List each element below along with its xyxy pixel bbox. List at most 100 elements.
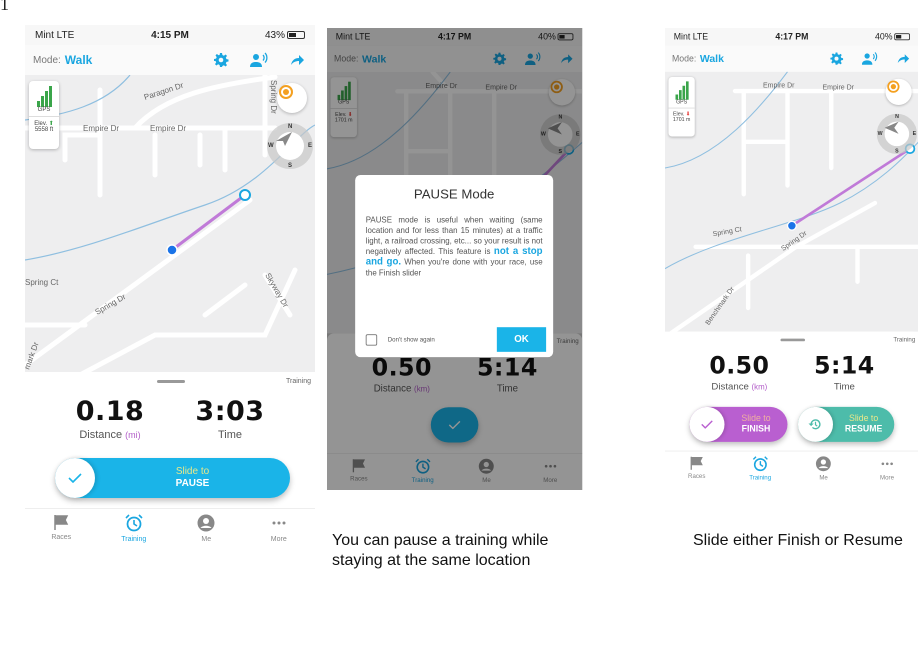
tab-me[interactable]: Me	[455, 454, 519, 490]
tab-training[interactable]: Training	[98, 509, 171, 550]
slider-knob[interactable]	[798, 406, 833, 442]
status-bar: Mint LTE 4:15 PM 43%	[25, 25, 315, 45]
share-icon[interactable]	[287, 50, 307, 70]
distance-stat: 0.50 Distance (km)	[349, 354, 455, 394]
dont-show-again-checkbox[interactable]	[365, 333, 378, 346]
elevation-label: Elev.	[673, 112, 685, 118]
activity-type: Training	[893, 336, 916, 343]
distance-value: 0.50	[371, 354, 432, 382]
tab-training[interactable]: Training	[728, 452, 791, 488]
gear-icon[interactable]	[211, 50, 231, 70]
locate-button[interactable]	[548, 79, 576, 106]
gear-icon[interactable]	[828, 50, 846, 68]
caption-finish-resume: Slide either Finish or Resume	[693, 532, 903, 549]
tab-bar: Races Training Me More	[327, 453, 583, 490]
pause-slider[interactable]: Slide to PAUSE	[55, 458, 290, 498]
time-label: Time	[217, 429, 243, 441]
voice-coach-icon[interactable]	[249, 50, 269, 70]
alarm-clock-icon	[752, 456, 768, 472]
locate-button[interactable]	[277, 83, 307, 113]
distance-stat: 0.50 Distance (km)	[687, 353, 792, 392]
more-dots-icon	[544, 464, 557, 468]
finish-slider[interactable]: Slide to FINISH	[689, 406, 788, 442]
tab-races[interactable]: Races	[665, 452, 728, 488]
slider-knob[interactable]	[689, 406, 725, 442]
road-label: Empire Dr	[823, 84, 855, 91]
person-icon	[816, 456, 832, 472]
elevation-value: 1701 m	[334, 117, 353, 124]
mode-label: Mode:	[672, 53, 697, 64]
dialog-body: PAUSE mode is useful when waiting (same …	[365, 215, 543, 278]
mode-label: Mode:	[334, 53, 359, 64]
compass-arrow-icon	[884, 121, 899, 134]
slider-action: FINISH	[741, 424, 771, 434]
dialog-highlight: not a stop and go.	[365, 246, 543, 268]
distance-value: 0.18	[75, 396, 145, 427]
time-stat: 5:14 Time	[792, 353, 897, 392]
mode-value[interactable]: Walk	[362, 52, 387, 65]
share-icon[interactable]	[558, 50, 576, 68]
tab-more[interactable]: More	[855, 452, 918, 488]
road-label: Spring Ct	[712, 226, 742, 238]
tab-races[interactable]: Races	[25, 509, 98, 550]
map-canvas: Empire Dr Empire Dr Spring Ct Spring Dr …	[665, 71, 918, 332]
distance-unit: (km)	[414, 384, 430, 394]
person-icon	[197, 514, 215, 532]
drag-handle[interactable]	[157, 380, 185, 383]
locate-button[interactable]	[885, 78, 912, 105]
ok-button[interactable]: OK	[496, 327, 547, 352]
time-label: Time	[833, 381, 855, 393]
drag-handle[interactable]	[780, 338, 805, 342]
resume-slider[interactable]: Slide to RESUME	[798, 406, 895, 442]
target-icon	[550, 80, 563, 94]
slider-knob[interactable]	[55, 458, 95, 498]
tab-me[interactable]: Me	[170, 509, 243, 550]
clock: 4:17 PM	[775, 31, 809, 42]
history-restore-icon	[808, 419, 821, 430]
flag-icon	[690, 456, 704, 470]
mode-value[interactable]: Walk	[64, 53, 93, 67]
voice-coach-icon[interactable]	[861, 50, 879, 68]
status-bar: Mint LTE 4:17 PM 40%	[665, 28, 918, 46]
map-view[interactable]: Empire Dr Empire Dr Spring Ct Spring Dr …	[665, 71, 918, 332]
figure-number: 1	[0, 0, 9, 14]
mode-value[interactable]: Walk	[699, 52, 724, 65]
distance-label: Distance	[711, 381, 749, 393]
voice-coach-icon[interactable]	[524, 50, 542, 68]
distance-label: Distance	[79, 429, 123, 441]
road-label: Empire Dr	[485, 85, 517, 92]
battery-percent: 43%	[264, 29, 285, 41]
carrier: Mint LTE	[335, 31, 371, 42]
tab-me[interactable]: Me	[792, 452, 855, 488]
road-label: Spring Ct	[25, 278, 59, 287]
map-canvas: Paragon Dr Empire Dr Empire Dr Spring Dr…	[25, 75, 315, 372]
tab-more[interactable]: More	[518, 454, 582, 490]
flag-icon	[54, 515, 69, 530]
map-view[interactable]: Paragon Dr Empire Dr Empire Dr Spring Dr…	[25, 75, 315, 372]
compass-arrow-icon	[547, 122, 562, 135]
compass-arrow-icon	[276, 132, 292, 146]
distance-unit: (km)	[751, 382, 768, 392]
arrow-down-icon: ⬇	[347, 112, 353, 118]
slider-action: RESUME	[844, 424, 883, 434]
dont-show-again-label[interactable]: Don't show again	[387, 336, 435, 343]
road-label: Empire Dr	[83, 124, 119, 133]
elevation-value: 1701 m	[672, 117, 691, 123]
target-icon	[887, 80, 900, 93]
gear-icon[interactable]	[491, 50, 509, 68]
alarm-clock-icon	[125, 514, 143, 532]
tab-races[interactable]: Races	[327, 454, 391, 490]
phone-screen-active: Mint LTE 4:15 PM 43% Mode: Walk Paragon …	[25, 25, 315, 550]
current-position-marker	[786, 220, 797, 231]
gps-label: GPS	[676, 99, 688, 105]
pause-confirm-button[interactable]	[430, 407, 479, 443]
pause-mode-dialog: PAUSE Mode PAUSE mode is useful when wai…	[355, 174, 554, 358]
mode-label: Mode:	[33, 54, 61, 66]
share-icon[interactable]	[894, 50, 912, 68]
gps-signal-icon	[669, 81, 695, 100]
tab-training[interactable]: Training	[391, 454, 455, 490]
tab-more[interactable]: More	[243, 509, 316, 550]
